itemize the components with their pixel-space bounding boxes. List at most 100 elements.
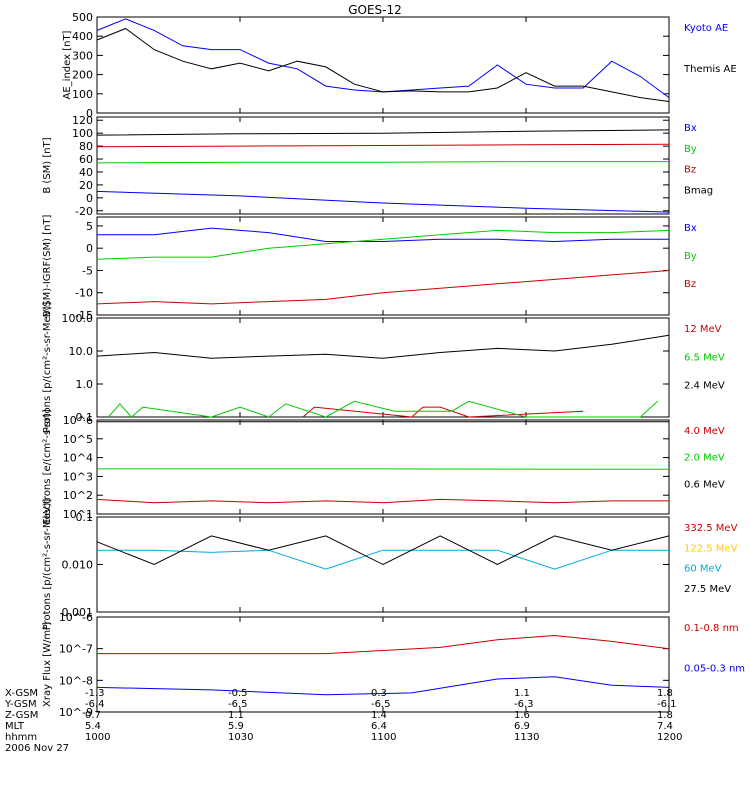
footer-value: -6.1	[657, 699, 677, 710]
y-tick-label: 10^-8	[59, 674, 93, 687]
y-tick-label: 10^5	[63, 433, 93, 446]
legend-entry: 0.1-0.8 nm	[684, 623, 739, 634]
footer-value: -6.5	[228, 699, 248, 710]
legend-entry: 122.5 MeV	[684, 543, 738, 554]
y-tick-label: 40	[79, 166, 93, 179]
footer-value: 1130	[514, 732, 540, 743]
y-axis-label: AE_index [nT]	[62, 30, 73, 99]
y-axis-label: Protons [p/(cm²-s-sr-MeV)]	[42, 302, 53, 434]
footer-row-mlt: MLT 5.4 5.9 6.4 6.9 7.4	[0, 721, 750, 732]
y-tick-label: -20	[75, 205, 93, 218]
y-tick-label: 10^2	[63, 489, 93, 502]
panel-7: 10^-9 10^-8 10^-7 10^-6 Xray Flux [W/m²] 0.1-…	[42, 611, 745, 719]
legend-entry: Themis AE	[683, 64, 737, 75]
y-tick-label: 0	[86, 242, 93, 255]
y-tick-label: 80	[79, 140, 93, 153]
y-tick-label: 0.1	[76, 511, 94, 524]
series-line-0-05-0-3-nm	[96, 676, 670, 696]
panel-frame	[96, 419, 670, 515]
legend-entry: 12 MeV	[684, 324, 722, 335]
footer-row-label: hhmm	[5, 732, 38, 743]
y-axis-label: Protons [p/(cm²-s-sr-MeV)]	[42, 499, 53, 631]
footer-value: 5.4	[85, 721, 101, 732]
panel-frame	[96, 317, 670, 418]
legend-entry: By	[684, 251, 697, 262]
footer-value: 1.4	[371, 710, 387, 721]
legend-entry: Bx	[684, 223, 697, 234]
legend-entry: Bx	[684, 123, 697, 134]
footer-value: -0.5	[228, 688, 248, 699]
panel-4: 0.1 1.0 10.0 100.0 Protons [p/(cm²-s-sr-MeV)…	[42, 302, 725, 434]
orbit-footer: X-GSM -1.3 -0.5 0.3 1.1 1.8 Y-GSM -6.4 -6.5 -6.5 -…	[0, 688, 750, 798]
footer-row-label: Z-GSM	[5, 710, 39, 721]
legend-entry: Bmag	[684, 185, 713, 196]
y-tick-label: 0.010	[62, 559, 94, 572]
y-tick-label: 60	[79, 153, 93, 166]
y-tick-label: 10^-7	[59, 643, 93, 656]
series-line-27-5-mev	[96, 535, 670, 566]
series-line-bx	[97, 227, 669, 243]
panel-frame	[96, 116, 670, 215]
y-tick-label: 0	[86, 107, 93, 120]
legend-entry: By	[684, 144, 697, 155]
y-tick-label: 300	[72, 49, 93, 62]
series-line-bmag	[96, 129, 670, 136]
footer-value: 1000	[85, 732, 111, 743]
y-tick-label: -15	[75, 309, 93, 322]
series-line-bz	[96, 143, 670, 148]
footer-row-y-gsm: Y-GSM -6.4 -6.5 -6.5 -6.3 -6.1	[0, 699, 750, 710]
footer-value: 1.8	[657, 710, 673, 721]
series-line-by	[96, 229, 670, 260]
y-tick-label: 20	[79, 179, 93, 192]
legend-entry: Kyoto AE	[684, 23, 728, 34]
y-axis-label: Xray Flux [W/m²]	[42, 622, 53, 707]
footer-value: 1.8	[657, 688, 673, 699]
series-line-by	[96, 161, 669, 164]
y-tick-label: 10.0	[69, 345, 94, 358]
footer-value: 0.7	[85, 710, 101, 721]
footer-value: -1.3	[85, 688, 105, 699]
footer-value: 1200	[657, 732, 683, 743]
footer-row-z-gsm: Z-GSM 0.7 1.1 1.4 1.6 1.8	[0, 710, 750, 721]
y-tick-label: 200	[72, 69, 93, 82]
footer-value: 6.9	[514, 721, 530, 732]
footer-value: 7.4	[657, 721, 673, 732]
y-tick-label: 1.0	[76, 378, 94, 391]
legend-entry: 60 MeV	[684, 564, 722, 575]
legend-entry: 4.0 MeV	[684, 426, 725, 437]
y-tick-label: 10^-9	[59, 706, 93, 719]
panel-6: 0.001 0.010 0.1 Protons [p/(cm²-s-sr-MeV)] 3…	[42, 499, 738, 631]
footer-row-hhmm: hhmm 1000 1030 1100 1130 1200	[0, 732, 750, 743]
footer-value: 6.4	[371, 721, 387, 732]
footer-value: 1.6	[514, 710, 530, 721]
footer-value: 1100	[371, 732, 397, 743]
legend-entry: 0.05-0.3 nm	[684, 664, 745, 675]
series-line-0-1-0-8-nm	[97, 634, 670, 655]
series-line-4-0-mev	[96, 498, 669, 504]
y-tick-label: -5	[82, 264, 93, 277]
series-line-2-4-mev	[96, 334, 670, 359]
footer-date: 2006 Nov 27	[5, 743, 70, 754]
footer-row-label: Y-GSM	[5, 699, 37, 710]
y-tick-label: 100.0	[62, 312, 94, 325]
y-axis-label: B(SM)-IGRF(SM) [nT]	[42, 214, 53, 317]
y-tick-label: 400	[72, 30, 93, 43]
footer-row-label: X-GSM	[5, 688, 39, 699]
y-tick-label: -10	[75, 287, 93, 300]
legend-entry: 2.4 MeV	[684, 381, 725, 392]
footer-value: 0.3	[371, 688, 387, 699]
y-tick-label: 100	[72, 88, 93, 101]
series-line-bz	[96, 270, 670, 305]
series-line-themis-ae	[96, 27, 670, 102]
series-line-60-mev	[97, 549, 669, 570]
y-tick-label: 0	[86, 192, 93, 205]
y-tick-label: 0.001	[62, 606, 94, 619]
y-tick-label: 10^4	[63, 452, 93, 465]
legend-entry: 332.5 MeV	[684, 523, 738, 534]
y-tick-label: 10^-6	[59, 611, 93, 624]
y-tick-label: 100	[72, 127, 93, 140]
chart-title: GOES-12	[348, 3, 402, 17]
footer-value: -6.3	[514, 699, 534, 710]
y-tick-label: 0.1	[76, 411, 94, 424]
